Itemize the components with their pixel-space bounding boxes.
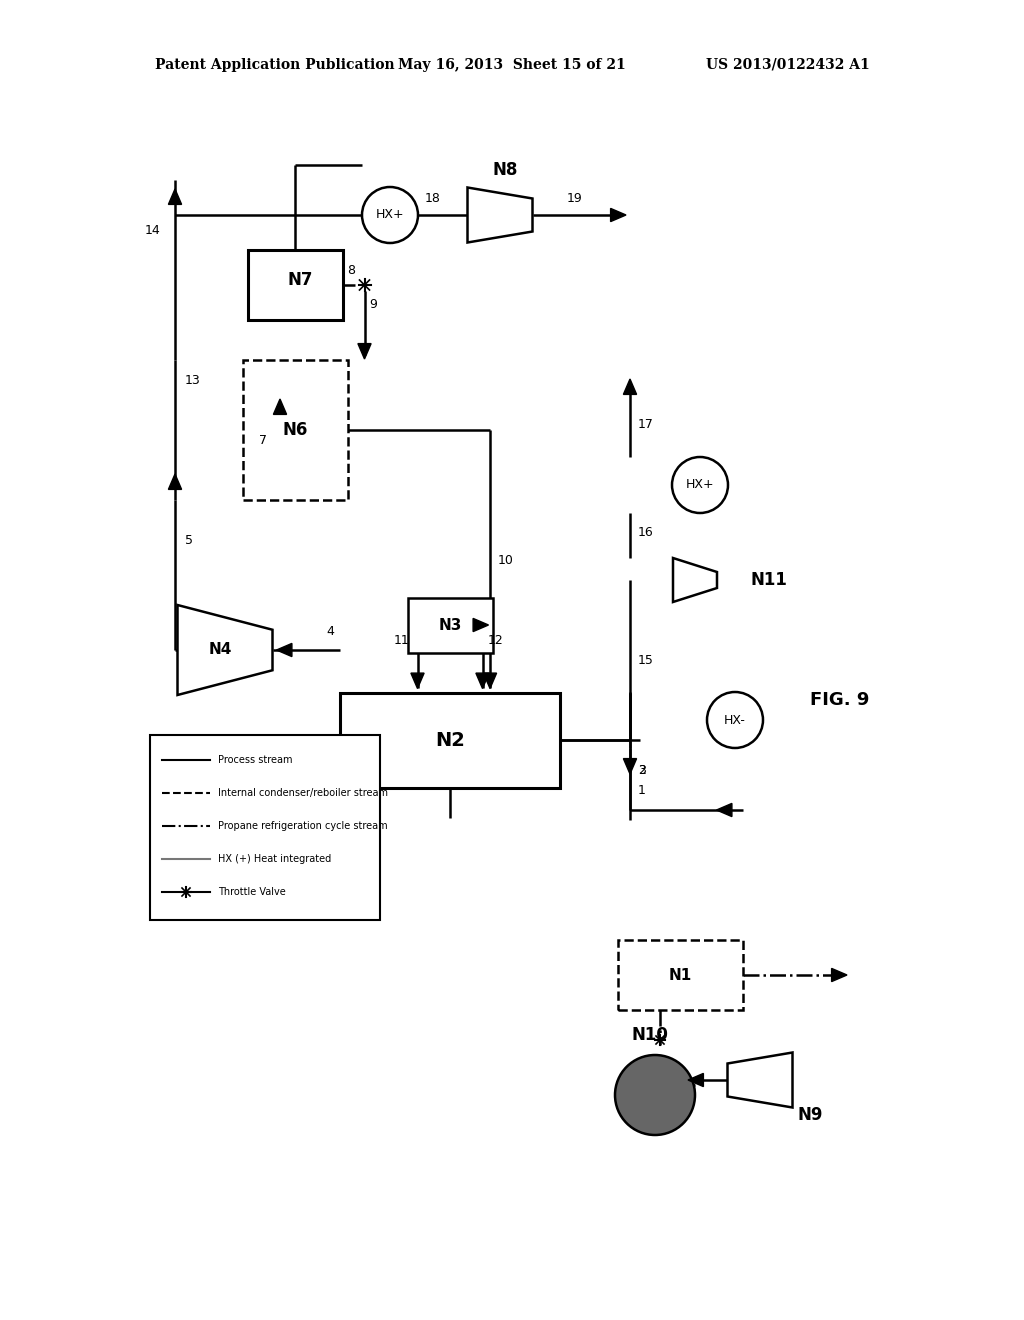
Text: N8: N8 <box>493 161 518 180</box>
Text: May 16, 2013  Sheet 15 of 21: May 16, 2013 Sheet 15 of 21 <box>398 58 626 73</box>
Text: 16: 16 <box>638 525 653 539</box>
Text: 18: 18 <box>425 191 441 205</box>
Text: N11: N11 <box>750 572 786 589</box>
Polygon shape <box>273 399 287 414</box>
Text: 12: 12 <box>487 634 503 647</box>
Polygon shape <box>358 343 371 359</box>
Text: N2: N2 <box>435 730 465 750</box>
Text: N9: N9 <box>798 1106 822 1125</box>
Polygon shape <box>476 673 489 689</box>
Polygon shape <box>610 209 626 222</box>
Text: 15: 15 <box>638 653 654 667</box>
Text: US 2013/0122432 A1: US 2013/0122432 A1 <box>707 58 870 73</box>
Polygon shape <box>717 804 732 817</box>
Text: 1: 1 <box>638 784 646 796</box>
Polygon shape <box>168 474 181 490</box>
Polygon shape <box>473 618 488 631</box>
Text: N4: N4 <box>208 643 231 657</box>
Text: Throttle Valve: Throttle Valve <box>218 887 286 898</box>
Polygon shape <box>673 558 717 602</box>
Text: 2: 2 <box>638 763 646 776</box>
Polygon shape <box>468 187 532 243</box>
Text: 3: 3 <box>638 763 646 776</box>
Text: 9: 9 <box>370 298 378 312</box>
Text: N3: N3 <box>438 618 462 632</box>
Text: HX-: HX- <box>724 714 745 726</box>
Text: 7: 7 <box>259 433 267 446</box>
Text: 14: 14 <box>144 223 160 236</box>
Polygon shape <box>483 673 497 689</box>
FancyBboxPatch shape <box>150 735 380 920</box>
Text: N6: N6 <box>283 421 307 440</box>
Circle shape <box>707 692 763 748</box>
Text: Propane refrigeration cycle stream: Propane refrigeration cycle stream <box>218 821 388 832</box>
Polygon shape <box>276 643 292 656</box>
Circle shape <box>362 187 418 243</box>
Text: 19: 19 <box>567 191 583 205</box>
FancyBboxPatch shape <box>243 360 347 500</box>
Text: N10: N10 <box>632 1026 669 1044</box>
Text: Process stream: Process stream <box>218 755 293 766</box>
Text: Patent Application Publication: Patent Application Publication <box>155 58 394 73</box>
Text: 5: 5 <box>185 533 193 546</box>
Text: N7: N7 <box>288 271 312 289</box>
Text: FIG. 9: FIG. 9 <box>810 690 869 709</box>
Text: 11: 11 <box>394 634 410 647</box>
Polygon shape <box>168 189 181 205</box>
FancyBboxPatch shape <box>340 693 560 788</box>
Polygon shape <box>177 605 272 696</box>
Polygon shape <box>688 1073 703 1086</box>
Polygon shape <box>831 969 847 982</box>
Polygon shape <box>624 379 637 395</box>
Circle shape <box>672 457 728 513</box>
Text: 10: 10 <box>498 553 514 566</box>
Text: HX+: HX+ <box>376 209 404 222</box>
Circle shape <box>615 1055 695 1135</box>
Text: 17: 17 <box>638 418 654 432</box>
Text: Internal condenser/reboiler stream: Internal condenser/reboiler stream <box>218 788 388 799</box>
Text: 8: 8 <box>347 264 355 277</box>
Polygon shape <box>624 759 637 774</box>
FancyBboxPatch shape <box>248 249 342 319</box>
Text: 13: 13 <box>185 374 201 387</box>
Text: 4: 4 <box>326 624 334 638</box>
FancyBboxPatch shape <box>408 598 493 652</box>
Polygon shape <box>727 1052 793 1107</box>
FancyBboxPatch shape <box>617 940 742 1010</box>
Text: HX (+) Heat integrated: HX (+) Heat integrated <box>218 854 331 865</box>
Text: HX+: HX+ <box>686 479 715 491</box>
Text: N1: N1 <box>669 968 691 982</box>
Polygon shape <box>411 673 424 689</box>
